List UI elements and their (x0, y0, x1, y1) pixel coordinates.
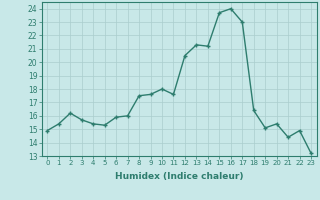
X-axis label: Humidex (Indice chaleur): Humidex (Indice chaleur) (115, 172, 244, 181)
